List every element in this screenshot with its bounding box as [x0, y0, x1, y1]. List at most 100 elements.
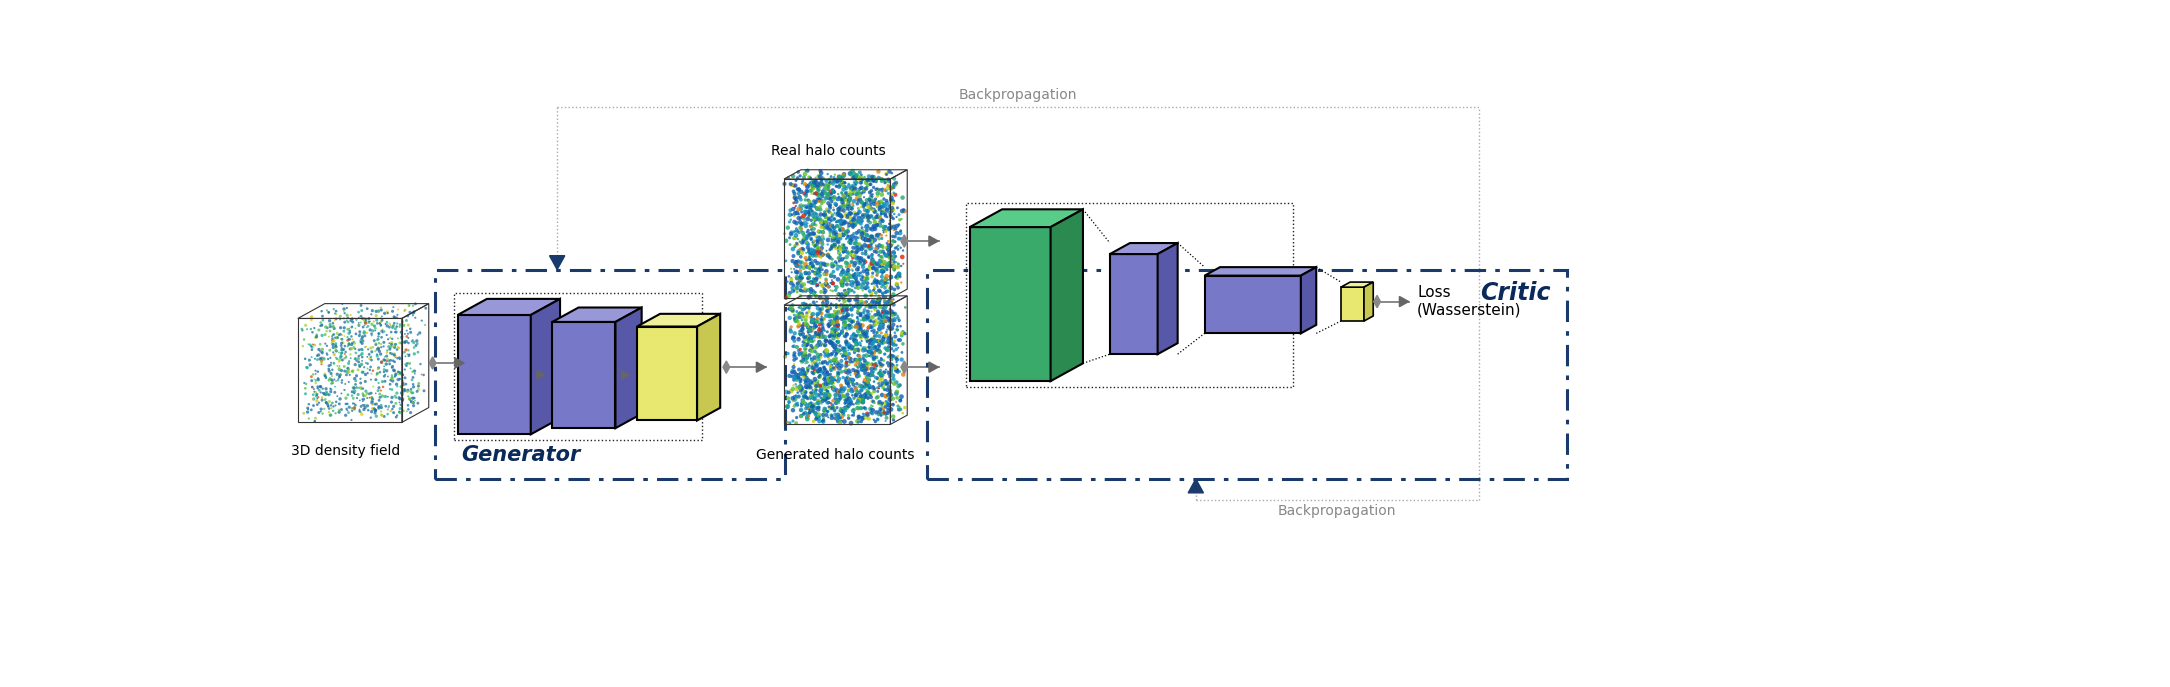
- Point: [838, 267, 872, 278]
- Point: [822, 345, 857, 356]
- Point: [866, 279, 901, 290]
- Point: [317, 333, 352, 344]
- Point: [805, 414, 840, 425]
- Point: [304, 403, 339, 414]
- Point: [846, 172, 881, 183]
- Point: [319, 328, 354, 339]
- Point: [827, 293, 861, 304]
- Point: [848, 412, 883, 423]
- Point: [829, 177, 864, 188]
- Point: [358, 411, 393, 422]
- Point: [812, 390, 846, 401]
- Point: [851, 174, 885, 185]
- Point: [360, 342, 395, 353]
- Point: [833, 249, 868, 260]
- Point: [855, 322, 890, 333]
- Point: [864, 216, 898, 227]
- Point: [341, 306, 375, 317]
- Point: [842, 172, 877, 183]
- Point: [827, 312, 861, 323]
- Point: [345, 359, 380, 370]
- Point: [401, 398, 436, 409]
- Point: [844, 282, 879, 293]
- Point: [868, 282, 903, 293]
- Point: [868, 250, 903, 261]
- Point: [786, 350, 820, 361]
- Point: [883, 271, 918, 282]
- Point: [825, 194, 859, 205]
- Point: [796, 352, 831, 363]
- Point: [855, 278, 890, 289]
- Point: [818, 169, 853, 180]
- Point: [842, 380, 877, 391]
- Point: [805, 319, 840, 330]
- Point: [809, 403, 844, 414]
- Point: [833, 340, 868, 351]
- Point: [317, 323, 352, 334]
- Point: [315, 339, 349, 350]
- Point: [794, 326, 829, 337]
- Point: [846, 403, 881, 414]
- Point: [794, 309, 829, 320]
- Point: [378, 342, 412, 353]
- Point: [770, 400, 805, 411]
- Point: [792, 380, 827, 391]
- Point: [820, 396, 855, 407]
- Point: [794, 333, 829, 344]
- Point: [840, 275, 875, 286]
- Point: [822, 409, 857, 420]
- Point: [779, 412, 814, 423]
- Point: [872, 247, 907, 258]
- Point: [820, 413, 855, 424]
- Point: [378, 348, 412, 359]
- Point: [295, 382, 330, 393]
- Point: [788, 387, 822, 398]
- Point: [842, 412, 877, 423]
- Point: [365, 409, 399, 420]
- Point: [773, 271, 807, 282]
- Point: [816, 342, 851, 353]
- Point: [807, 383, 842, 394]
- Point: [803, 372, 838, 383]
- Point: [885, 204, 920, 215]
- Point: [788, 190, 822, 201]
- Point: [783, 368, 818, 379]
- Point: [792, 254, 827, 264]
- Point: [825, 360, 859, 371]
- Point: [861, 204, 896, 215]
- Point: [846, 210, 881, 221]
- Point: [796, 198, 831, 209]
- Point: [851, 380, 885, 391]
- Point: [319, 391, 354, 402]
- Point: [840, 269, 875, 280]
- Point: [825, 266, 859, 277]
- Point: [807, 403, 842, 414]
- Point: [879, 377, 914, 388]
- Point: [848, 350, 883, 361]
- Point: [861, 344, 896, 355]
- Point: [844, 310, 879, 321]
- Point: [875, 254, 909, 265]
- Point: [796, 228, 831, 239]
- Point: [807, 278, 842, 289]
- Point: [783, 274, 818, 285]
- Point: [881, 269, 916, 280]
- Point: [349, 341, 384, 352]
- Point: [326, 347, 360, 358]
- Point: [397, 312, 432, 323]
- Point: [816, 223, 851, 234]
- Point: [866, 313, 901, 324]
- Point: [317, 349, 352, 360]
- Point: [352, 316, 386, 327]
- Point: [807, 331, 842, 342]
- Point: [840, 311, 875, 322]
- Point: [299, 393, 334, 404]
- Point: [877, 213, 911, 224]
- Point: [792, 246, 827, 257]
- Polygon shape: [723, 361, 729, 373]
- Point: [825, 326, 859, 337]
- Point: [851, 179, 885, 190]
- Point: [870, 322, 905, 333]
- Point: [788, 374, 822, 385]
- Point: [332, 376, 367, 387]
